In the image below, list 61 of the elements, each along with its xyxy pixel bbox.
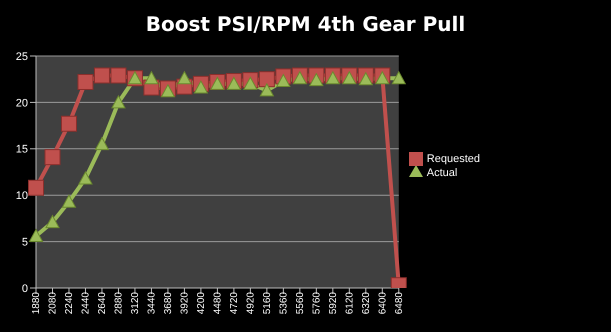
y-tick-label: 10: [16, 190, 28, 202]
y-tick-label: 25: [16, 50, 28, 63]
point: [342, 71, 356, 84]
y-tick-label: 0: [22, 282, 28, 295]
x-tick-label: 2640: [97, 292, 108, 314]
point: [29, 229, 43, 242]
point: [94, 137, 109, 150]
point: [45, 215, 60, 228]
y-tick-label: 5: [22, 236, 28, 249]
x-tick-label: 4480: [212, 292, 224, 314]
x-tick-label: 6480: [394, 292, 405, 314]
point: [326, 71, 340, 84]
x-tick-label: 1880: [31, 292, 42, 314]
x-tick-label: 2080: [48, 292, 59, 314]
x-tick-label: 3680: [163, 292, 174, 314]
x-tick-label: 3440: [146, 292, 158, 314]
point: [392, 71, 406, 84]
x-tick-label: 6120: [344, 292, 356, 314]
point: [28, 180, 44, 196]
point: [78, 171, 92, 184]
x-tick-label: 2240: [64, 292, 76, 314]
point: [44, 149, 60, 166]
x-tick-label: 3120: [130, 292, 142, 314]
point: [60, 116, 77, 132]
legend-label: Actual: [426, 166, 458, 179]
point: [111, 95, 126, 108]
x-tick-label: 5920: [328, 292, 339, 314]
point: [292, 71, 307, 84]
point: [226, 76, 241, 90]
x-tick-label: 6400: [377, 292, 388, 314]
x-tick-label: 5360: [278, 292, 290, 314]
point: [243, 76, 258, 90]
x-tick-label: 3920: [180, 292, 191, 314]
x-tick-label: 6320: [360, 292, 372, 314]
point: [144, 71, 158, 84]
point: [77, 74, 94, 90]
x-tick-label: 2440: [80, 292, 92, 314]
y-tick-label: 15: [16, 144, 28, 156]
x-tick-label: 5160: [262, 292, 273, 314]
x-tick-label: 4720: [228, 292, 240, 314]
legend-label: Requested: [426, 152, 480, 165]
point: [110, 67, 126, 84]
point: [210, 76, 224, 90]
point: [194, 80, 208, 94]
x-tick-label: 4200: [196, 292, 207, 314]
point: [276, 74, 290, 88]
point: [375, 71, 390, 84]
x-tick-label: 5760: [311, 292, 322, 314]
point: [62, 194, 76, 208]
y-tick-label: 20: [16, 97, 28, 110]
point: [94, 67, 110, 84]
point: [358, 72, 373, 86]
point: [309, 73, 324, 86]
x-tick-label: 4920: [245, 292, 256, 314]
chart-title: Boost PSI/RPM 4th Gear Pull: [144, 12, 466, 36]
point: [160, 84, 175, 98]
point: [260, 83, 274, 96]
point: [258, 71, 275, 88]
point: [177, 71, 192, 84]
x-tick-label: 2880: [114, 292, 125, 314]
x-tick-label: 5560: [294, 292, 306, 314]
